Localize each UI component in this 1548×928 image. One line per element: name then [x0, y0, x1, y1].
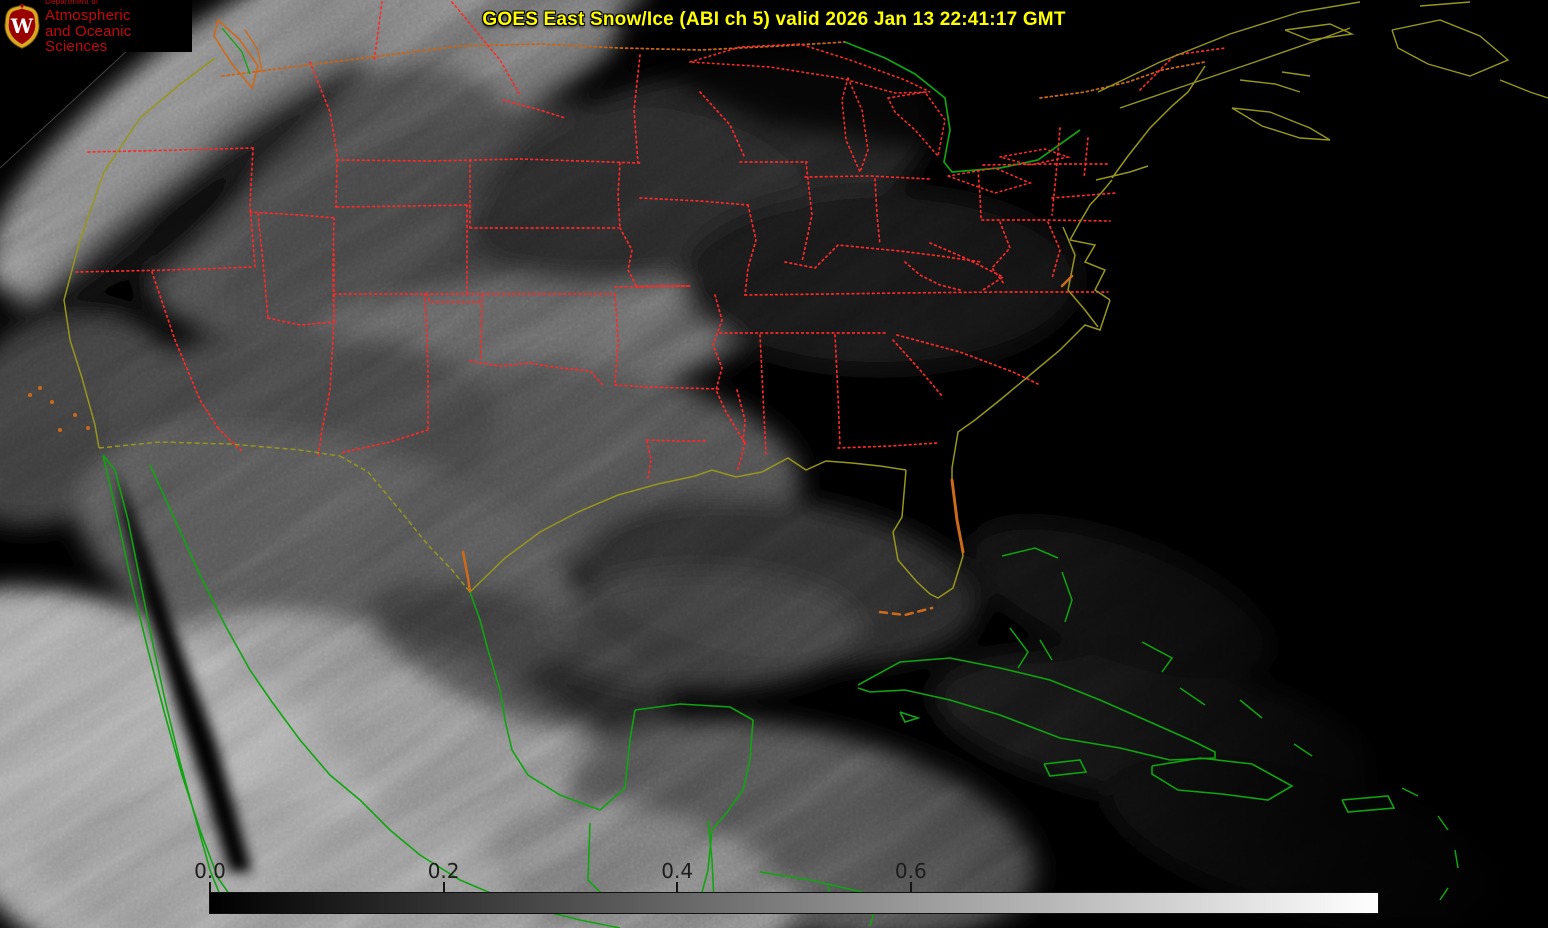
- colorbar-tick-0.2: [442, 882, 445, 893]
- colorbar-label-0.4: 0.4: [661, 859, 694, 883]
- state-borders: [75, 1, 1226, 479]
- gulf-of-california: [115, 465, 252, 872]
- colorbar-label-0.0: 0.0: [194, 859, 226, 883]
- great-lakes: [689, 43, 1071, 194]
- socal-coast-dots: [28, 386, 90, 432]
- reflectance-colorbar: 0.0 0.2 0.4 0.6: [194, 859, 1379, 914]
- uw-aos-logo: W Department of Atmospheric and Oceanic …: [0, 0, 192, 55]
- logo-line2: and Oceanic Sciences: [45, 23, 132, 55]
- vancouver-island-green: [221, 27, 251, 75]
- uw-crest-icon: W: [4, 3, 40, 49]
- colorbar-tick-0.4: [676, 882, 679, 893]
- bahamas-antilles: [1001, 547, 1459, 901]
- colorbar-label-0.6: 0.6: [894, 859, 927, 883]
- logo-line1: Atmospheric: [45, 7, 131, 24]
- orange-coast-accents: [213, 19, 1074, 617]
- colorbar-tick-0.0: [209, 882, 211, 893]
- us-coastline: [63, 57, 1206, 599]
- canada-border: [221, 41, 1206, 99]
- colorbar-gradient: [209, 892, 1379, 914]
- canada-coastlines: [1097, 1, 1548, 141]
- colorbar-label-0.2: 0.2: [427, 859, 460, 883]
- svg-text:W: W: [10, 14, 34, 38]
- colorbar-tick-0.6: [909, 882, 912, 893]
- logo-department-line: Department of: [45, 0, 99, 6]
